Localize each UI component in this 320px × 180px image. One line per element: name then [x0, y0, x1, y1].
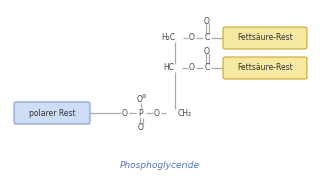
Text: O: O	[122, 109, 128, 118]
Text: P: P	[139, 109, 143, 118]
Text: C: C	[204, 33, 210, 42]
Text: HC: HC	[163, 64, 174, 73]
Text: O: O	[154, 109, 160, 118]
Text: O: O	[204, 48, 210, 57]
Text: polarer Rest: polarer Rest	[29, 109, 75, 118]
Text: CH₂: CH₂	[178, 109, 192, 118]
FancyBboxPatch shape	[14, 102, 90, 124]
Text: O: O	[138, 123, 144, 132]
Text: ⊖: ⊖	[142, 93, 146, 98]
Text: Fettsäure-Rest: Fettsäure-Rest	[237, 33, 293, 42]
FancyBboxPatch shape	[223, 27, 307, 49]
Text: O: O	[137, 94, 143, 103]
Text: O: O	[189, 33, 195, 42]
Text: Phosphoglyceride: Phosphoglyceride	[120, 161, 200, 170]
FancyBboxPatch shape	[223, 57, 307, 79]
Text: Fettsäure-Rest: Fettsäure-Rest	[237, 64, 293, 73]
Text: C: C	[204, 64, 210, 73]
Text: H₂C: H₂C	[161, 33, 175, 42]
Text: O: O	[189, 64, 195, 73]
Text: O: O	[204, 17, 210, 26]
